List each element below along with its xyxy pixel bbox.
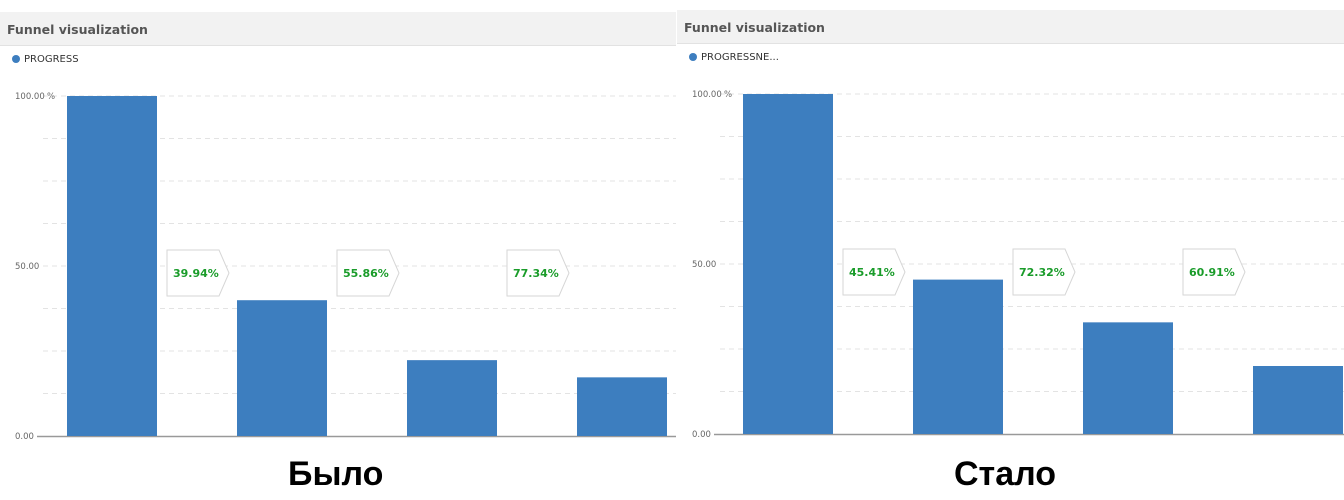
conversion-badge-box bbox=[842, 248, 906, 296]
conversion-badge-box bbox=[166, 249, 230, 297]
conversion-badge-box bbox=[336, 249, 400, 297]
y-tick-label: 100.00 bbox=[15, 92, 45, 102]
conversion-badge: 77.34% bbox=[506, 249, 570, 297]
conversion-rate-label: 39.94% bbox=[173, 267, 219, 280]
legend-label: PROGRESS bbox=[24, 53, 79, 65]
conversion-rate-label: 60.91% bbox=[1189, 266, 1235, 279]
funnel-bar[interactable] bbox=[67, 96, 157, 436]
legend[interactable]: PROGRESSNE... bbox=[689, 50, 779, 64]
y-unit-label: % bbox=[47, 92, 55, 102]
conversion-badge: 60.91% bbox=[1182, 248, 1246, 296]
panel-header: Funnel visualization bbox=[0, 12, 676, 46]
funnel-chart: 0.00 50.00 100.00 % 45.41% 72.32% 60.91% bbox=[692, 90, 1344, 440]
y-tick-label: 50.00 bbox=[692, 260, 716, 270]
y-tick-label: 0.00 bbox=[15, 432, 34, 442]
panel-header: Funnel visualization bbox=[677, 10, 1344, 44]
panel-title: Funnel visualization bbox=[7, 22, 148, 37]
conversion-rate-label: 77.34% bbox=[513, 267, 559, 280]
conversion-badge: 39.94% bbox=[166, 249, 230, 297]
y-tick-label: 50.00 bbox=[15, 262, 39, 272]
conversion-badge-box bbox=[1012, 248, 1076, 296]
legend[interactable]: PROGRESS bbox=[12, 52, 79, 66]
conversion-rate-label: 45.41% bbox=[849, 266, 895, 279]
funnel-panel-before: Funnel visualization PROGRESS 0.00 50.00 1… bbox=[0, 12, 676, 462]
caption-after: Стало bbox=[954, 455, 1057, 493]
funnel-bar[interactable] bbox=[1083, 322, 1173, 434]
panel-title: Funnel visualization bbox=[684, 20, 825, 35]
legend-dot-icon bbox=[12, 55, 20, 63]
legend-label: PROGRESSNE... bbox=[701, 51, 779, 63]
conversion-rate-label: 55.86% bbox=[343, 267, 389, 280]
conversion-rate-label: 72.32% bbox=[1019, 266, 1065, 279]
conversion-badge: 72.32% bbox=[1012, 248, 1076, 296]
y-tick-label: 100.00 bbox=[692, 90, 722, 100]
conversion-badge: 45.41% bbox=[842, 248, 906, 296]
y-unit-label: % bbox=[724, 90, 732, 100]
funnel-bar[interactable] bbox=[1253, 366, 1343, 434]
funnel-chart: 0.00 50.00 100.00 % 39.94% 55.86% 77.34% bbox=[15, 92, 676, 442]
y-tick-label: 0.00 bbox=[692, 430, 711, 440]
funnel-panel-after: Funnel visualization PROGRESSNE... 0.00 5… bbox=[677, 10, 1344, 460]
funnel-bar[interactable] bbox=[913, 279, 1003, 434]
funnel-bar[interactable] bbox=[743, 94, 833, 434]
conversion-badge-box bbox=[1182, 248, 1246, 296]
legend-dot-icon bbox=[689, 53, 697, 61]
funnel-bar[interactable] bbox=[407, 360, 497, 436]
funnel-bar[interactable] bbox=[237, 300, 327, 436]
conversion-badge-box bbox=[506, 249, 570, 297]
funnel-bar[interactable] bbox=[577, 377, 667, 436]
conversion-badge: 55.86% bbox=[336, 249, 400, 297]
caption-before: Было bbox=[288, 455, 384, 493]
